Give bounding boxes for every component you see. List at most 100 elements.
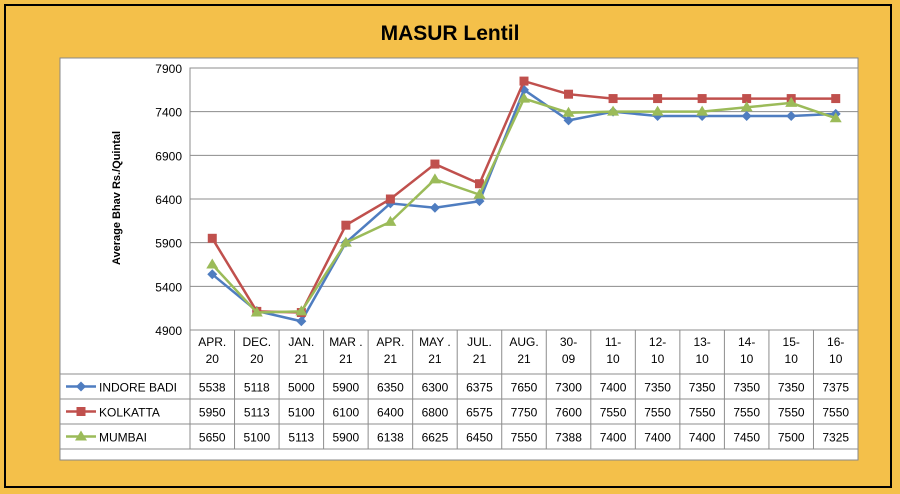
y-tick-label: 7900 (155, 62, 182, 76)
data-table: APR. 20 DEC. 20 JAN. 21 MAR . 21 APR. 21 MAY . 21 JU… (59, 329, 859, 450)
series-kolkatta (207, 76, 841, 318)
data-point (295, 305, 308, 316)
chart-title: MASUR Lentil (380, 22, 520, 45)
series-lines (206, 76, 842, 327)
data-point (474, 179, 484, 189)
x-tick-label: 12-10 (649, 335, 666, 366)
table-cell: 7550 (600, 406, 627, 420)
data-point (384, 215, 397, 226)
x-tick-label: 16-10 (827, 335, 844, 366)
table-cell: 6375 (466, 381, 493, 395)
table-cell: 5113 (244, 406, 270, 420)
table-cell: 7388 (555, 431, 582, 445)
x-tick-label: APR. 21 (376, 335, 404, 366)
data-point (206, 258, 219, 269)
data-point (696, 105, 709, 116)
table-cell: 5650 (199, 431, 226, 445)
data-point (430, 159, 440, 169)
data-point (563, 115, 574, 126)
y-tick-label: 6400 (155, 193, 182, 207)
data-point (339, 236, 352, 247)
table-cell: 7750 (511, 406, 538, 420)
table-cell: 7350 (689, 381, 716, 395)
table-cell: 5000 (288, 381, 315, 395)
table-cell: 7350 (778, 381, 805, 395)
data-point (740, 101, 753, 112)
table-cell: 6800 (422, 406, 449, 420)
data-point (829, 112, 842, 123)
data-point (428, 173, 441, 184)
data-point (831, 94, 841, 104)
table-cell: 7500 (778, 431, 805, 445)
data-point (741, 111, 752, 122)
table-cell: 6625 (422, 431, 449, 445)
x-tick-label: DEC. 20 (242, 335, 271, 366)
data-point (429, 202, 440, 213)
x-tick-label: MAY . 21 (419, 335, 451, 366)
data-point (207, 269, 218, 280)
data-point (75, 430, 87, 441)
data-point (785, 96, 798, 107)
data-point (76, 407, 86, 416)
table-cell: 7325 (822, 431, 849, 445)
table-cell: 5118 (244, 381, 270, 395)
table-cell: 7400 (600, 381, 627, 395)
data-point (341, 220, 351, 230)
data-point (296, 316, 307, 327)
table-cell: 7400 (689, 431, 716, 445)
table-cell: 7350 (644, 381, 671, 395)
y-tick-label: 5400 (155, 280, 182, 294)
table-cell: 5900 (333, 431, 360, 445)
data-point (653, 94, 663, 104)
data-point (562, 106, 575, 117)
table-cell: 7550 (689, 406, 716, 420)
legend-label: MUMBAI (99, 431, 147, 445)
plot-background (59, 57, 859, 461)
table-cell: 7400 (644, 431, 671, 445)
table-cell: 7350 (733, 381, 760, 395)
data-point (385, 194, 395, 204)
legend-label: INDORE BADI (99, 381, 177, 395)
table-cell: 5538 (199, 381, 226, 395)
table-cell: 7450 (733, 431, 760, 445)
x-tick-label: APR. 20 (198, 335, 226, 366)
y-tick-label: 6900 (155, 149, 182, 163)
table-cell: 5100 (288, 406, 315, 420)
table-cell: 7550 (511, 431, 538, 445)
table-cell: 7550 (644, 406, 671, 420)
table-cell: 5100 (243, 431, 270, 445)
table-cell: 6100 (333, 406, 360, 420)
table-cell: 6575 (466, 406, 493, 420)
data-point (786, 111, 797, 122)
table-cell: 7550 (778, 406, 805, 420)
table-cell: 7300 (555, 381, 582, 395)
table-cell: 7400 (600, 431, 627, 445)
table-cell: 6300 (422, 381, 449, 395)
data-point (76, 381, 86, 392)
x-tick-label: AUG. 21 (509, 335, 538, 366)
table-cell: 6350 (377, 381, 404, 395)
x-tick-label: 13-10 (693, 335, 710, 366)
table-cell: 7550 (733, 406, 760, 420)
table-cell: 5950 (199, 406, 226, 420)
table-cell: 7550 (822, 406, 849, 420)
series-mumbai (206, 92, 842, 317)
data-point (474, 196, 485, 207)
data-point (697, 94, 707, 104)
data-point (607, 105, 620, 116)
x-tick-label: MAR . 21 (329, 335, 362, 366)
y-axis-label: Average Bhav Rs./Quintal (111, 131, 123, 265)
table-cell: 5113 (288, 431, 314, 445)
data-point (742, 94, 752, 104)
x-tick-label: 11-10 (605, 335, 621, 366)
y-tick-label: 5900 (155, 237, 182, 251)
table-cell: 7375 (822, 381, 849, 395)
x-tick-label: 15-10 (783, 335, 800, 366)
data-point (473, 188, 486, 199)
table-cell: 5900 (333, 381, 360, 395)
table-cell: 6138 (377, 431, 404, 445)
y-axis-ticks: 4900 5400 5900 6400 6900 7400 7900 (155, 62, 182, 338)
data-point (250, 306, 263, 317)
x-tick-label: JUL. 21 (467, 335, 492, 366)
